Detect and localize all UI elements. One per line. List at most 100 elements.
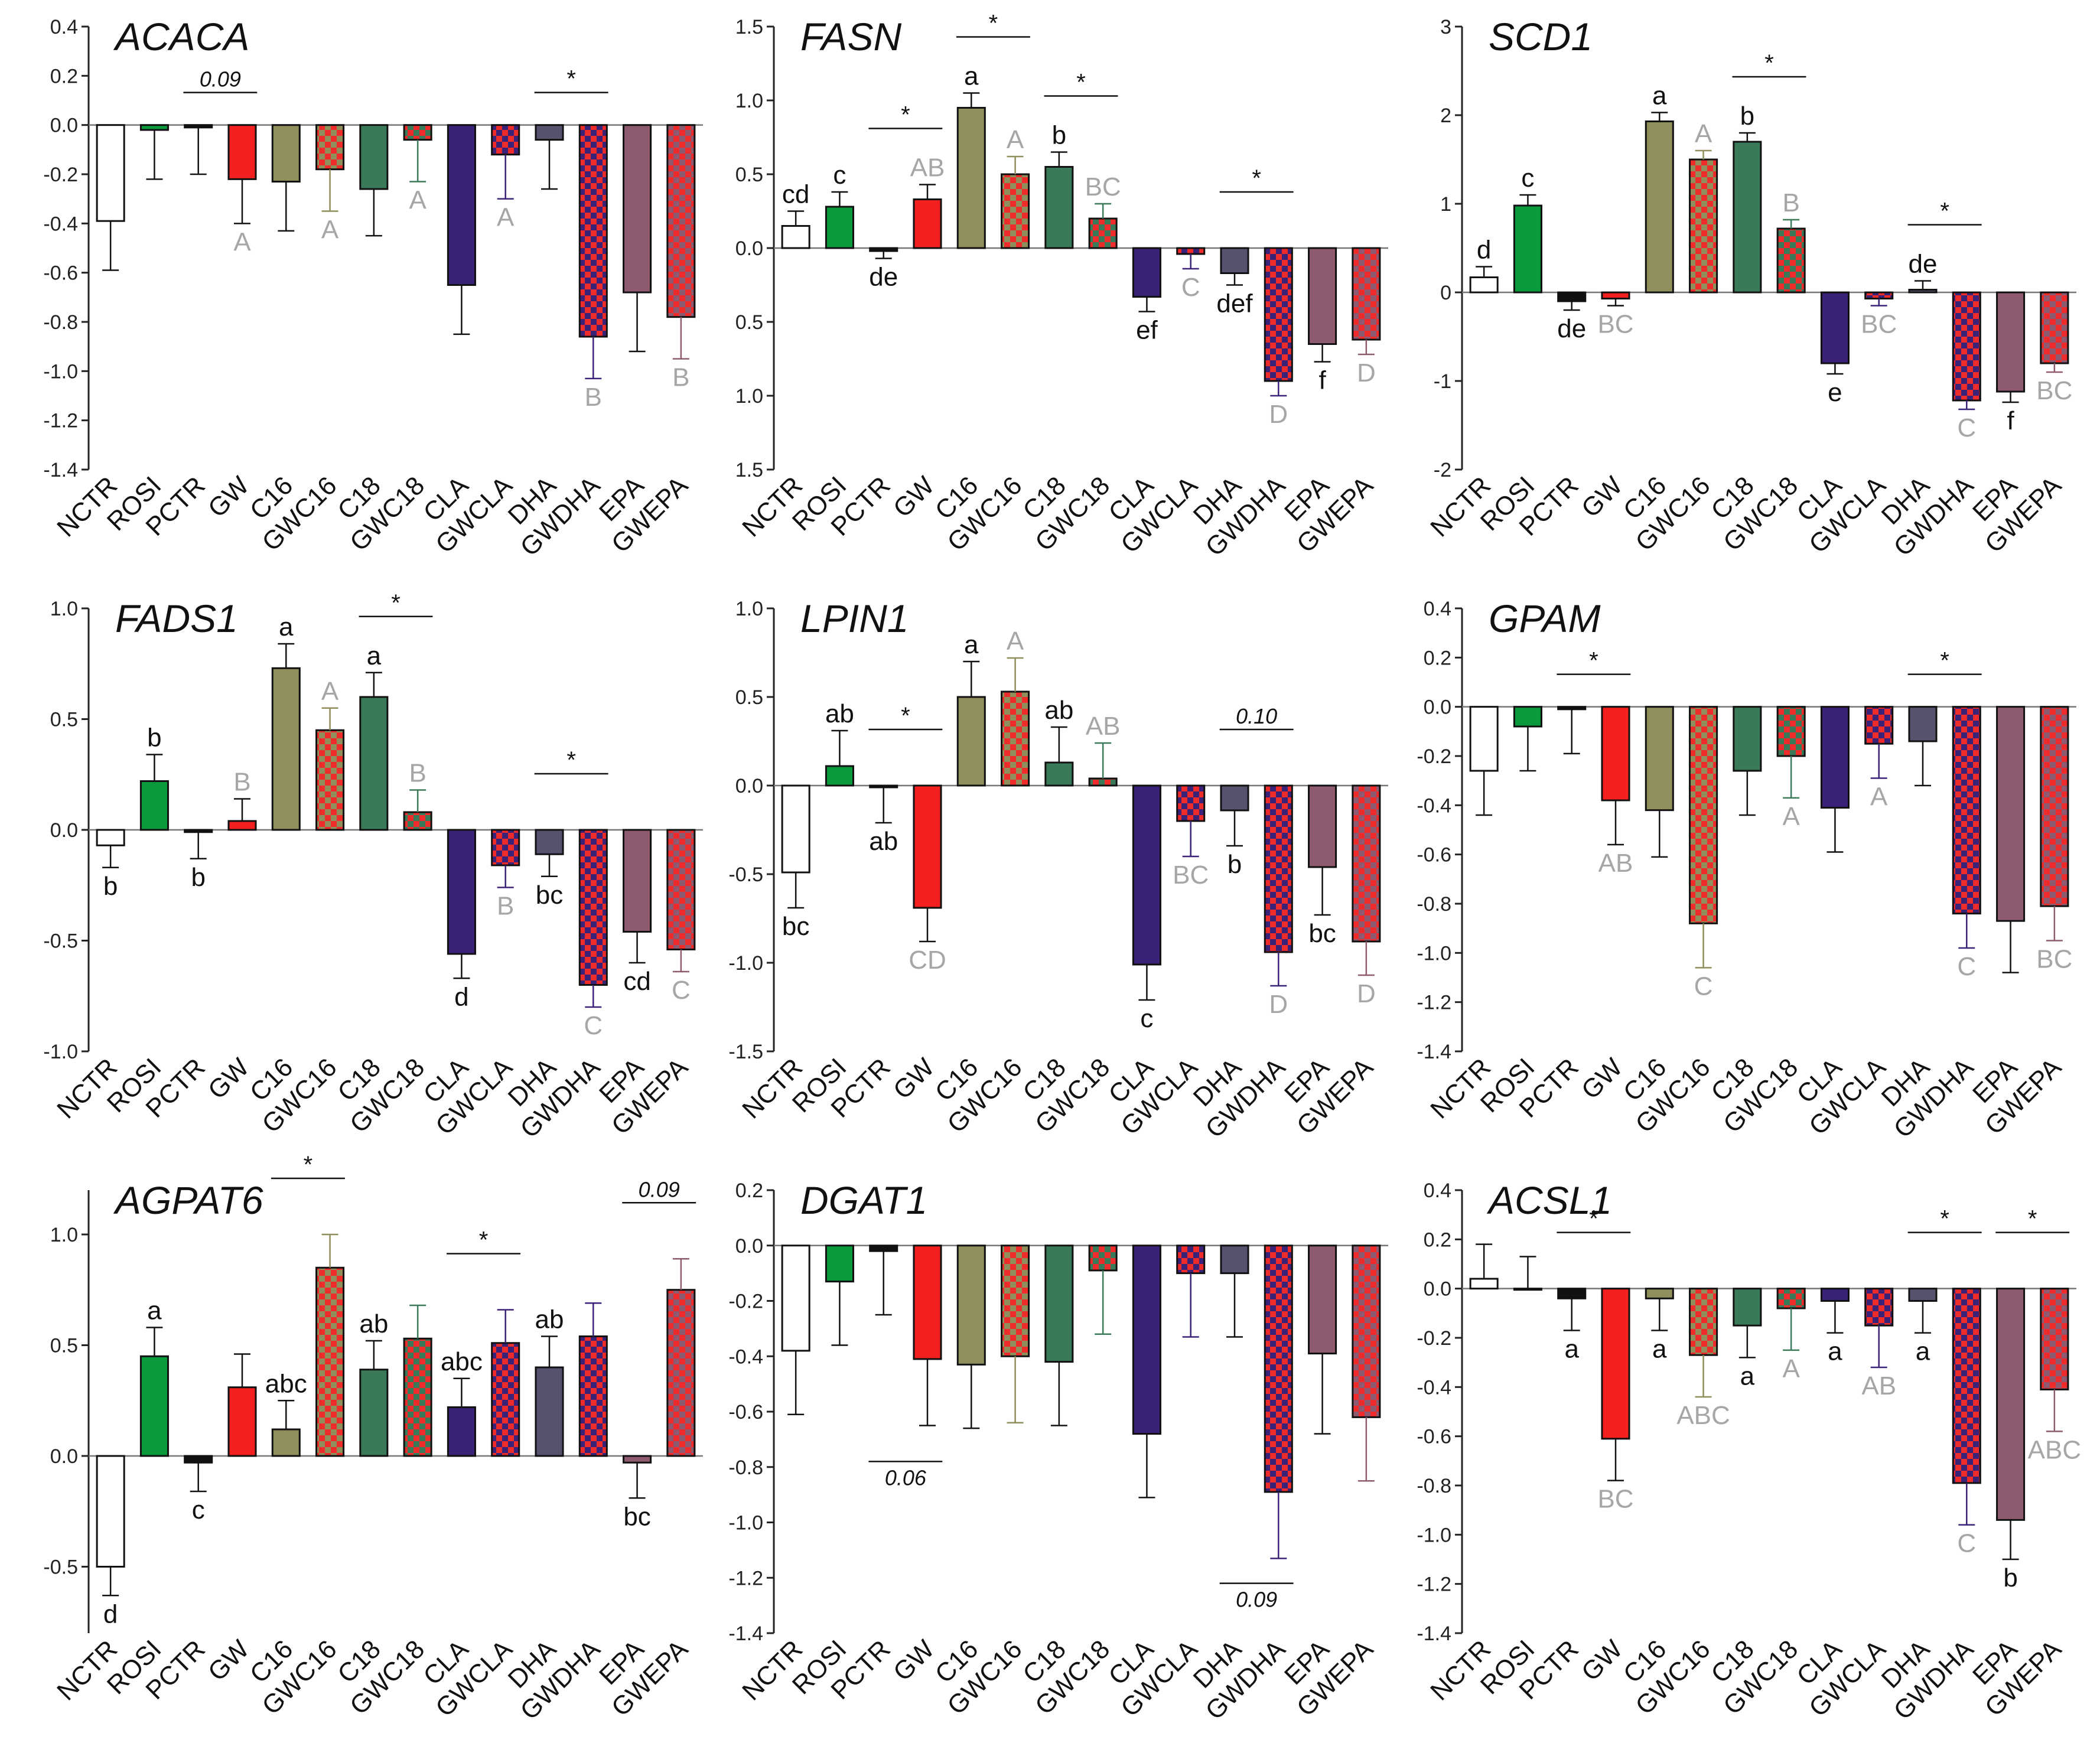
sig-annotation: * [1940,198,1949,224]
sig-letter: BC [1597,1485,1633,1514]
x-tick-label: GW [888,471,940,523]
bar-gwepa [666,829,696,950]
bar-c18 [1733,1288,1762,1327]
sig-letter: bc [536,881,563,910]
bar-gwcla [1176,784,1206,822]
panel-acsl1: 0.4 0.2 0.0 -0.2 -0.4 -0.6 -0.8 -1.0 -1.2 -1.4 ACS… [1417,1178,2081,1725]
bar-gwcla [491,124,520,156]
bar-gwcla [1864,1288,1894,1327]
bar-gw [227,1386,257,1457]
sig-letter: b [2003,1563,2017,1592]
y-tick-label: -0.6 [1417,844,1451,866]
bar-pctr [184,1455,213,1464]
sig-letter: e [1828,378,1842,407]
sig-letter: C [584,1011,603,1040]
y-tick-label: 0.0 [50,1445,78,1468]
bar-nctr [1469,276,1499,294]
y-tick-label: 1.5 [735,16,763,38]
bar-gw [1601,706,1630,802]
sig-letter: D [1269,400,1288,429]
y-tick-label: -1.0 [728,952,763,975]
bar-nctr [1469,1278,1499,1290]
sig-letter: BC [1085,172,1121,201]
bar-gwdha [1952,706,1981,915]
sig-letter: C [672,976,691,1005]
bar-gw [227,124,257,180]
y-tick-label: 0.0 [1424,696,1451,719]
bar-c18 [359,1369,389,1457]
y-tick-label: 3 [1440,16,1451,38]
x-tick-label: GW [888,1053,940,1105]
y-tick-label: -1.2 [1417,1573,1451,1596]
y-tick-label: -0.2 [1417,1327,1451,1350]
sig-letter: a [279,613,294,641]
bar-rosi [1513,204,1542,294]
bar-c16 [1645,1288,1674,1299]
x-tick-label: GW [203,1053,255,1105]
bar-c16 [956,1244,986,1366]
bar-gwepa [1352,1244,1381,1418]
sig-letter: C [1181,273,1200,302]
sig-letter: D [1357,359,1376,387]
sig-annotation: * [989,11,998,37]
sig-annotation: * [479,1227,489,1253]
bar-gwdha [1264,784,1293,953]
bar-pctr [1557,706,1587,711]
bar-epa [1996,1288,2026,1521]
y-tick-label: 0 [1440,282,1451,304]
bar-cla [447,829,476,955]
sig-annotation: * [1076,70,1086,96]
sig-annotation: * [1589,648,1598,674]
x-tick-label: GW [1576,1634,1629,1687]
y-tick-label: -0.6 [1417,1426,1451,1448]
bar-gwc18 [1776,227,1806,294]
bar-pctr [869,1244,898,1252]
chart-title: ACACA [113,15,249,58]
y-tick-label: -0.8 [43,311,78,334]
bar-gw [913,784,942,909]
sig-letter: abc [265,1369,307,1398]
sig-annotation: * [1589,1206,1598,1232]
bar-c18 [1733,706,1762,772]
chart-title: AGPAT6 [113,1178,263,1222]
y-tick-label: 1.5 [735,459,763,481]
y-tick-label: 0.5 [735,164,763,186]
sig-annotation: * [2028,1206,2037,1232]
sig-letter: A [1007,627,1024,656]
sig-letter: d [1477,236,1491,265]
sig-letter: A [497,203,515,232]
y-tick-label: -1.4 [43,459,78,481]
bar-c18 [1733,141,1762,294]
bar-gwc18 [403,811,432,831]
bar-gwepa [2040,1288,2069,1391]
bar-cla [447,1406,476,1457]
bar-gwc16 [315,124,345,171]
panel-lpin1: 1.00.50.0-0.5-1.0-1.5LPIN1bcNCTRabROSIab… [728,597,1388,1143]
bar-epa [623,124,652,294]
y-tick-label: 1.0 [735,598,763,620]
y-tick-label: -0.8 [1417,893,1451,916]
y-tick-label: -1.2 [43,410,78,432]
bar-cla [1820,1288,1850,1302]
sig-letter: ab [1044,696,1073,725]
sig-letter: b [147,724,161,752]
y-tick-label: -1.2 [1417,992,1451,1014]
sig-letter: BC [1173,861,1209,890]
bar-dha [1908,1288,1938,1302]
y-tick-label: -1.4 [728,1623,763,1645]
sig-letter: a [1652,1335,1667,1364]
bar-gwdha [1952,291,1981,402]
bar-c18 [359,124,389,190]
bar-epa [623,829,652,933]
bar-dha [1908,289,1938,294]
bar-gwepa [666,124,696,318]
sig-annotation: 0.10 [1236,704,1277,728]
sig-letter: b [103,872,118,901]
y-tick-label: -0.2 [728,1291,763,1313]
y-tick-label: -1.0 [1417,1524,1451,1546]
sig-letter: C [1957,413,1976,442]
y-tick-label: -0.4 [1417,1376,1451,1399]
y-tick-label: -0.8 [1417,1475,1451,1497]
sig-annotation: * [566,66,576,92]
bar-gwepa [2040,291,2069,364]
